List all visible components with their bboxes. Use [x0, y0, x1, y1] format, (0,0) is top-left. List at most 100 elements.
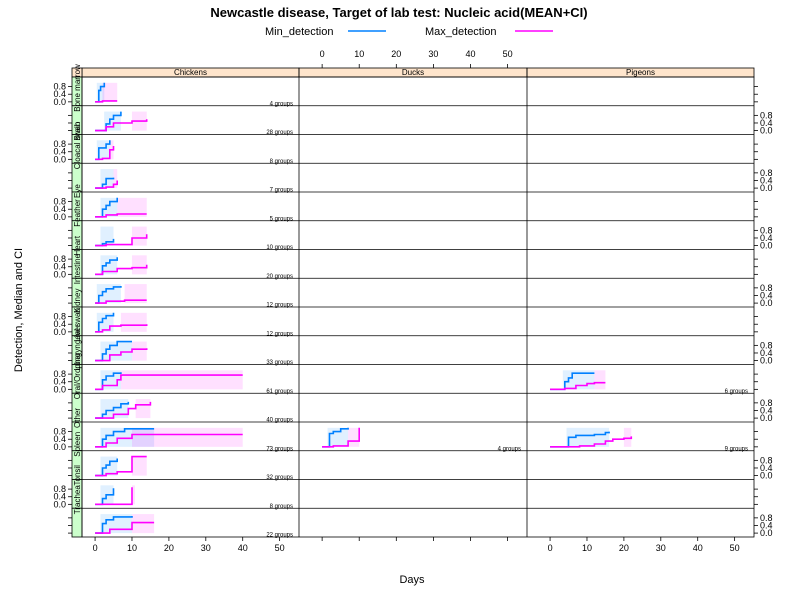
y-tick-label: 0.0 [53, 154, 66, 164]
panel-chickens-6: 20 groups [95, 255, 293, 280]
ci-band-max [120, 312, 147, 332]
x-tick-label: 50 [503, 49, 513, 59]
group-count-label: 61 groups [266, 389, 293, 395]
y-tick-label: 0.0 [760, 126, 773, 136]
ci-band-max [131, 255, 147, 275]
series-min-detection [95, 428, 155, 448]
row-label-feather: Feather [73, 199, 82, 227]
group-count-label: 33 groups [266, 360, 293, 366]
axes: 0 10 20 30 40 50 0 10 20 30 40 500 10 20 30 40 500.00.40… [53, 49, 772, 553]
series-max-detection [95, 100, 118, 103]
y-tick-label: 0.4 [53, 89, 66, 99]
strip-label-chickens: Chickens [174, 68, 207, 77]
x-tick-label: 30 [656, 543, 666, 553]
row-label-trachea: Trachea [73, 485, 82, 515]
series-max-detection [550, 436, 633, 448]
panel-chickens-15: 22 groups [95, 514, 293, 539]
y-axis-title: Detection, Median and CI [13, 248, 25, 372]
y-tick-label: 0.8 [760, 283, 773, 293]
series-max-detection [95, 521, 155, 534]
x-tick-label: 10 [127, 543, 137, 553]
ci-band-min [100, 197, 118, 217]
panel-chickens-1: 28 groups [95, 111, 293, 136]
series-max-detection [95, 119, 148, 132]
series-max-detection [95, 299, 147, 304]
ci-band-max [135, 399, 151, 419]
group-count-label: 6 groups [725, 389, 748, 395]
x-axis-title: Days [399, 574, 425, 586]
group-count-label: 20 groups [266, 274, 293, 280]
series-min-detection [95, 458, 118, 477]
panel-chickens-13: 32 groups [95, 455, 293, 481]
series-max-detection [550, 381, 606, 391]
y-tick-label: 0.4 [760, 233, 773, 243]
group-count-label: 10 groups [266, 245, 293, 251]
ci-band-max [623, 427, 632, 447]
panel-chickens-14: 8 groups [95, 485, 293, 510]
group-count-label: 28 groups [266, 130, 293, 136]
y-tick-label: 0.0 [53, 499, 66, 509]
series-max-detection [95, 401, 152, 419]
series-min-detection [95, 401, 130, 419]
ci-band-min [96, 284, 121, 304]
group-count-label: 8 groups [270, 504, 293, 510]
row-label-heart: Heart [73, 235, 82, 255]
series-min-detection [95, 516, 133, 534]
panel-area: Chickens Ducks Pigeons Bone marrow BrainCloa… [71, 64, 755, 539]
y-tick-label: 0.8 [53, 312, 66, 322]
y-tick-label: 0.4 [760, 520, 773, 530]
ci-band-max [594, 370, 606, 390]
ci-band-min [100, 514, 132, 534]
group-count-label: 4 groups [270, 101, 293, 107]
ci-band-max [117, 197, 147, 217]
panel-chickens-12: 73 groups [95, 427, 293, 452]
series-max-detection [95, 146, 115, 161]
ci-band-max [124, 284, 147, 304]
x-tick-label: 20 [619, 543, 629, 553]
y-tick-label: 0.0 [760, 183, 773, 193]
panel-pigeons-10: 6 groups [550, 370, 748, 395]
ci-band-min [100, 341, 132, 361]
y-tick-label: 0.8 [760, 168, 773, 178]
row-label-bone-marrow: Bone marrow [73, 64, 82, 112]
ci-band-max [131, 341, 147, 361]
panel-chickens-10: 61 groups [95, 370, 293, 395]
group-count-label: 12 groups [266, 331, 293, 337]
panel-chickens-2: 8 groups [95, 140, 293, 165]
y-tick-label: 0.8 [53, 254, 66, 264]
y-tick-label: 0.4 [53, 204, 66, 214]
y-tick-label: 0.8 [760, 110, 773, 120]
ci-band-max [131, 485, 135, 505]
x-tick-label: 0 [320, 49, 325, 59]
y-tick-label: 0.4 [53, 377, 66, 387]
row-label-other: Other [73, 408, 82, 428]
row-label-intestine: Intestine [73, 253, 82, 284]
group-count-label: 40 groups [266, 418, 293, 424]
series-max-detection [95, 324, 148, 333]
ci-band-max [131, 456, 147, 476]
y-tick-label: 0.4 [760, 175, 773, 185]
group-count-label: 12 groups [266, 303, 293, 309]
group-count-label: 9 groups [725, 446, 748, 452]
y-tick-label: 0.0 [760, 528, 773, 538]
y-tick-label: 0.0 [53, 442, 66, 452]
x-tick-label: 40 [465, 49, 475, 59]
group-count-label: 73 groups [266, 446, 293, 452]
row-label-cloacal-swab: Cloacal swab [73, 121, 82, 169]
y-tick-label: 0.0 [53, 269, 66, 279]
y-tick-label: 0.8 [53, 139, 66, 149]
series-min-detection [95, 197, 118, 218]
panel-chickens-8: 12 groups [95, 312, 293, 337]
ci-band-max [131, 427, 243, 447]
y-tick-label: 0.0 [53, 384, 66, 394]
y-tick-label: 0.8 [760, 513, 773, 523]
row-label-oral-oropharyngeal-swab: Oral/Oropharyngeal swab [73, 308, 82, 400]
y-tick-label: 0.0 [760, 298, 773, 308]
x-tick-label: 50 [730, 543, 740, 553]
panel-chickens-7: 12 groups [95, 284, 293, 309]
y-tick-label: 0.0 [760, 241, 773, 251]
ci-band-min [104, 111, 121, 131]
legend-label-max-detection: Max_detection [425, 26, 497, 38]
group-count-label: 8 groups [270, 159, 293, 165]
y-tick-label: 0.4 [53, 434, 66, 444]
